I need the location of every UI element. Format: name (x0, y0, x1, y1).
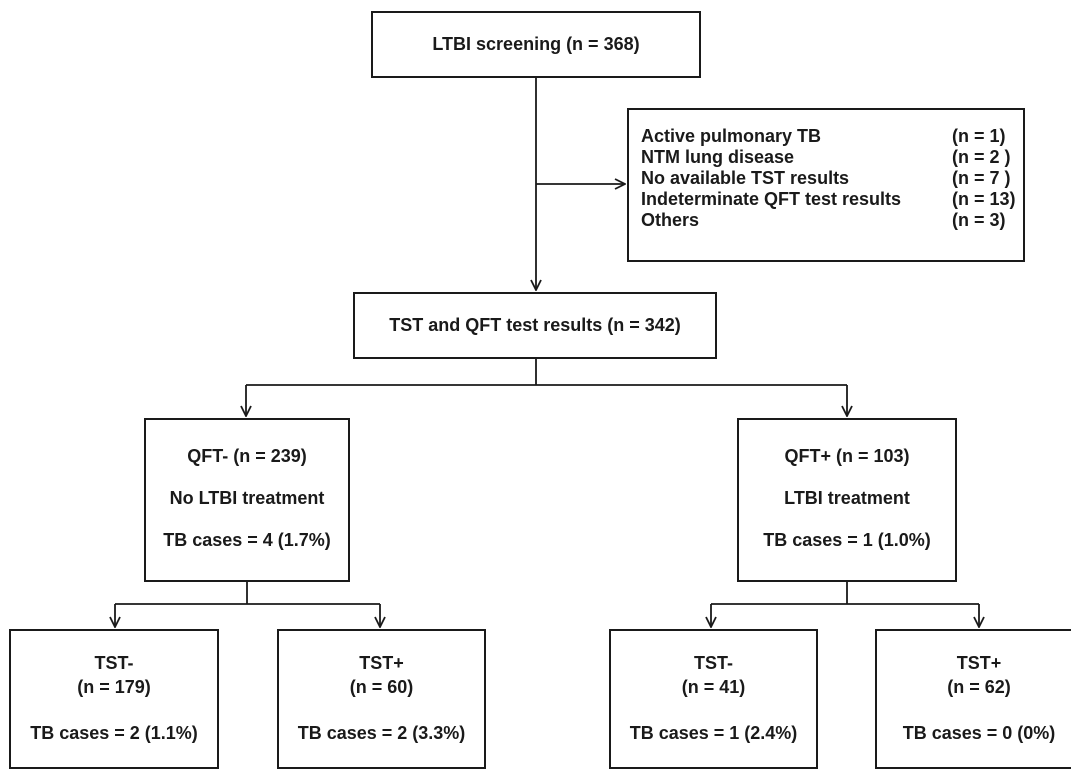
qft-negative-tst-positive-box: TST+ (n = 60) TB cases = 2 (3.3%) (277, 629, 486, 769)
excluded-reason: Indeterminate QFT test results (641, 189, 902, 209)
tst-cases: TB cases = 2 (1.1%) (30, 723, 198, 743)
tst-count: (n = 179) (77, 677, 151, 697)
excluded-count: (n = 7 ) (952, 168, 1011, 188)
excluded-reason: Active pulmonary TB (641, 126, 822, 146)
excluded-item: NTM lung disease (n = 2 ) (641, 147, 1023, 168)
connectors (0, 78, 1071, 749)
tst-label: TST+ (956, 653, 1002, 673)
flowchart: LTBI screening (n = 368) Active pulmonar… (0, 11, 1071, 769)
qft-positive-group: QFT+ (n = 103) (784, 446, 910, 466)
excluded-item: Indeterminate QFT test results (n = 13) (641, 189, 1023, 210)
tst-count: (n = 60) (349, 677, 414, 697)
excluded-item: Active pulmonary TB (n = 1) (641, 126, 1023, 147)
excluded-item: Others (n = 3) (641, 210, 1023, 231)
tst-cases: TB cases = 2 (3.3%) (297, 723, 466, 743)
excluded-reason: Others (641, 210, 700, 230)
qft-positive-treatment: LTBI treatment (784, 488, 910, 508)
excluded-count: (n = 2 ) (952, 147, 1011, 167)
tst-label: TST- (694, 653, 733, 673)
tst-cases: TB cases = 1 (2.4%) (629, 723, 798, 743)
qft-positive-tst-negative-box: TST- (n = 41) TB cases = 1 (2.4%) (609, 629, 818, 769)
screening-box: LTBI screening (n = 368) (371, 11, 701, 78)
test-results-box: TST and QFT test results (n = 342) (353, 292, 717, 359)
excluded-reason: No available TST results (641, 168, 850, 188)
tst-label: TST+ (359, 653, 404, 673)
qft-negative-treatment: No LTBI treatment (169, 488, 325, 508)
screening-label: LTBI screening (n = 368) (432, 34, 640, 54)
excluded-count: (n = 13) (952, 189, 1016, 209)
qft-negative-group: QFT- (n = 239) (187, 446, 307, 466)
tst-cases: TB cases = 0 (0%) (902, 723, 1056, 743)
qft-positive-box: QFT+ (n = 103) LTBI treatment TB cases =… (737, 418, 957, 582)
qft-negative-cases: TB cases = 4 (1.7%) (163, 530, 331, 550)
qft-negative-box: QFT- (n = 239) No LTBI treatment TB case… (144, 418, 350, 582)
excluded-item: No available TST results (n = 7 ) (641, 168, 1023, 189)
qft-negative-tst-negative-box: TST- (n = 179) TB cases = 2 (1.1%) (9, 629, 219, 769)
tst-count: (n = 62) (947, 677, 1011, 697)
tst-label: TST- (94, 653, 134, 673)
excluded-count: (n = 3) (952, 210, 1006, 230)
test-results-label: TST and QFT test results (n = 342) (389, 315, 681, 335)
excluded-box: Active pulmonary TB (n = 1) NTM lung dis… (627, 108, 1025, 262)
excluded-count: (n = 1) (952, 126, 1006, 146)
qft-positive-cases: TB cases = 1 (1.0%) (763, 530, 931, 550)
tst-count: (n = 41) (681, 677, 746, 697)
excluded-reason: NTM lung disease (641, 147, 795, 167)
qft-positive-tst-positive-box: TST+ (n = 62) TB cases = 0 (0%) (875, 629, 1071, 769)
